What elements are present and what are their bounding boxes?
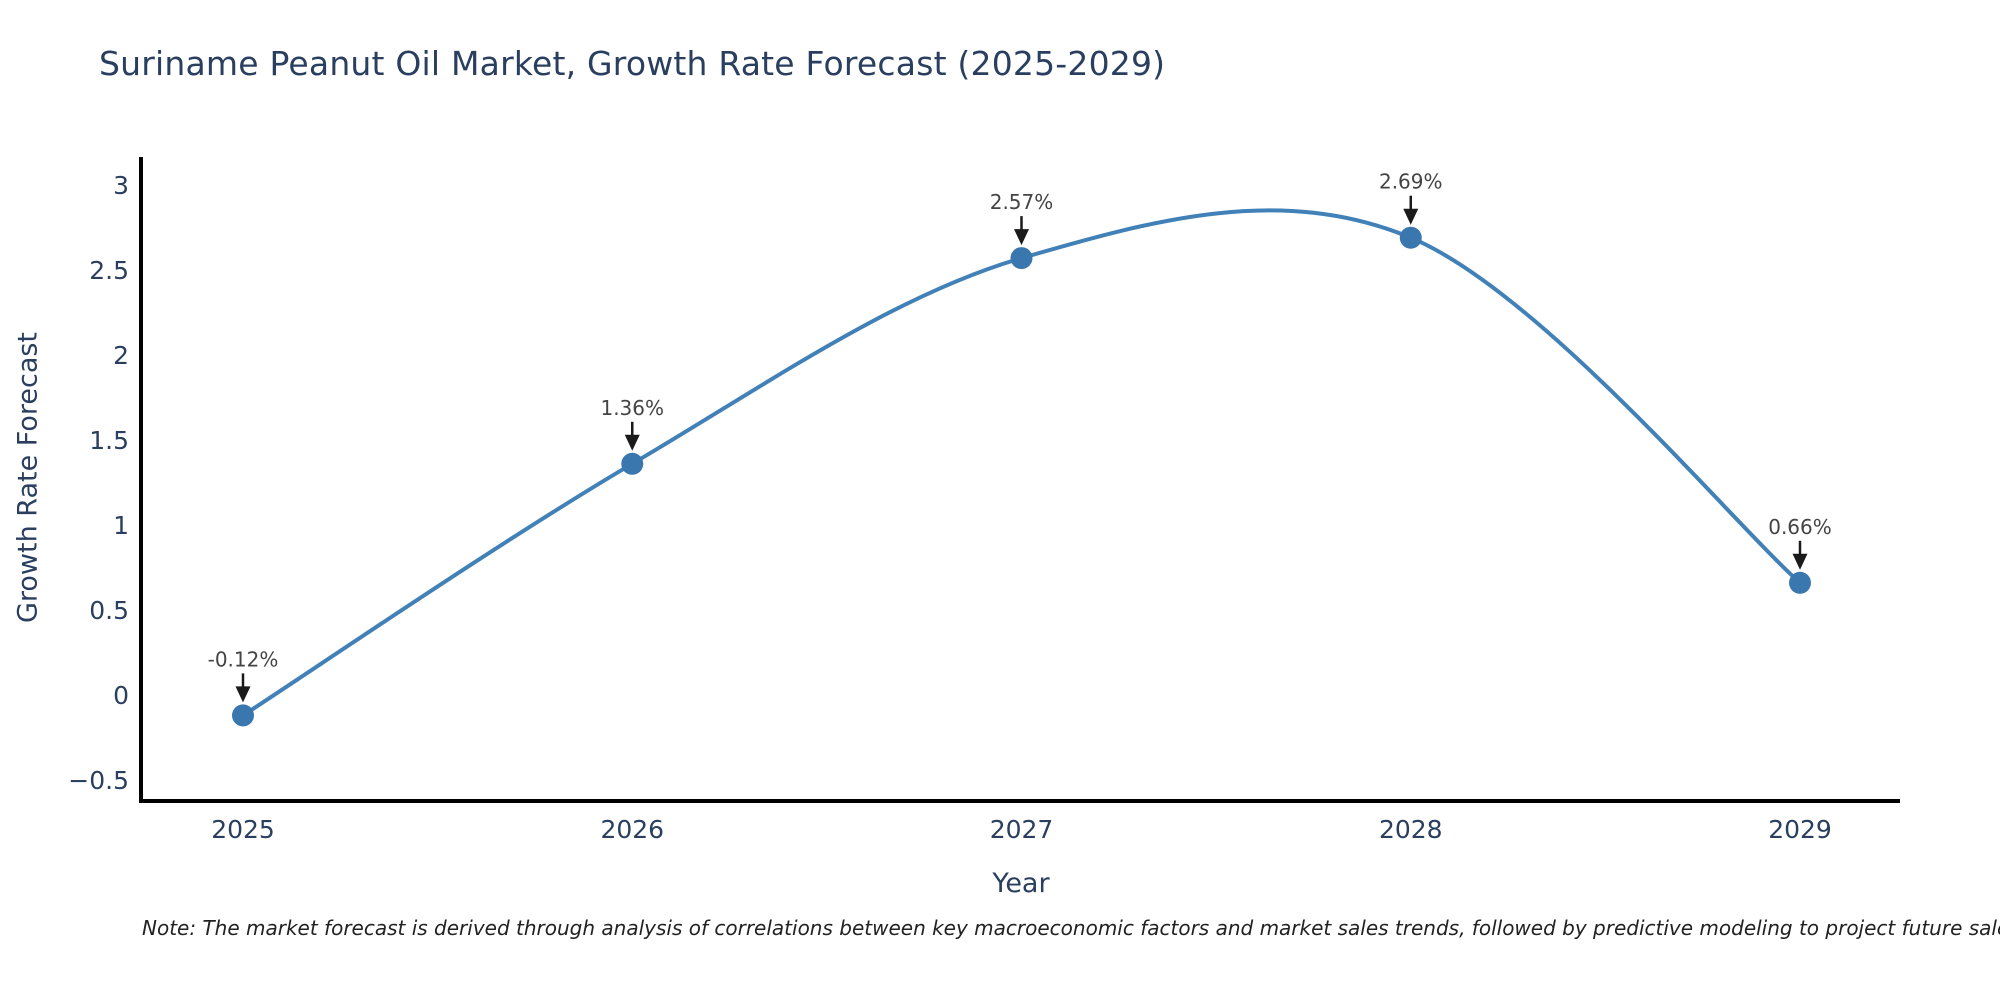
y-tick-label: 0.5 [89, 596, 129, 625]
point-annotation-label: 0.66% [1768, 515, 1832, 539]
x-tick-label: 2028 [1379, 815, 1443, 844]
data-point-marker [621, 452, 644, 475]
y-tick-label: 3 [113, 171, 129, 200]
point-annotation-label: -0.12% [208, 647, 279, 671]
x-tick-label: 2025 [211, 815, 275, 844]
annotation-arrowhead-icon [1403, 208, 1419, 225]
y-tick-label: 0 [113, 681, 129, 710]
x-tick-label: 2027 [990, 815, 1054, 844]
chart-title: Suriname Peanut Oil Market, Growth Rate … [99, 44, 1166, 83]
x-tick-label: 2026 [600, 815, 664, 844]
trend-line [241, 208, 1802, 718]
footnote: Note: The market forecast is derived thr… [142, 916, 2000, 940]
data-point-marker [1399, 226, 1422, 249]
y-tick-label: −0.5 [68, 766, 129, 795]
y-tick-label: 2 [113, 341, 129, 370]
x-tick-label: 2029 [1768, 815, 1832, 844]
annotation-arrowhead-icon [1792, 553, 1808, 570]
data-point-marker [1789, 571, 1811, 594]
annotation-arrowhead-icon [235, 686, 251, 703]
annotation-arrowhead-icon [1014, 229, 1029, 246]
y-tick-label: 2.5 [89, 256, 129, 285]
point-annotation-label: 2.57% [990, 190, 1054, 214]
x-axis-title: Year [992, 868, 1050, 899]
point-annotation-label: 2.69% [1379, 170, 1443, 194]
point-annotation-label: 1.36% [600, 396, 664, 420]
data-point-marker [1010, 247, 1033, 270]
annotation-arrowhead-icon [624, 434, 640, 451]
y-tick-label: 1.5 [89, 426, 129, 455]
data-point-marker [232, 704, 254, 727]
y-tick-label: 1 [113, 511, 129, 540]
